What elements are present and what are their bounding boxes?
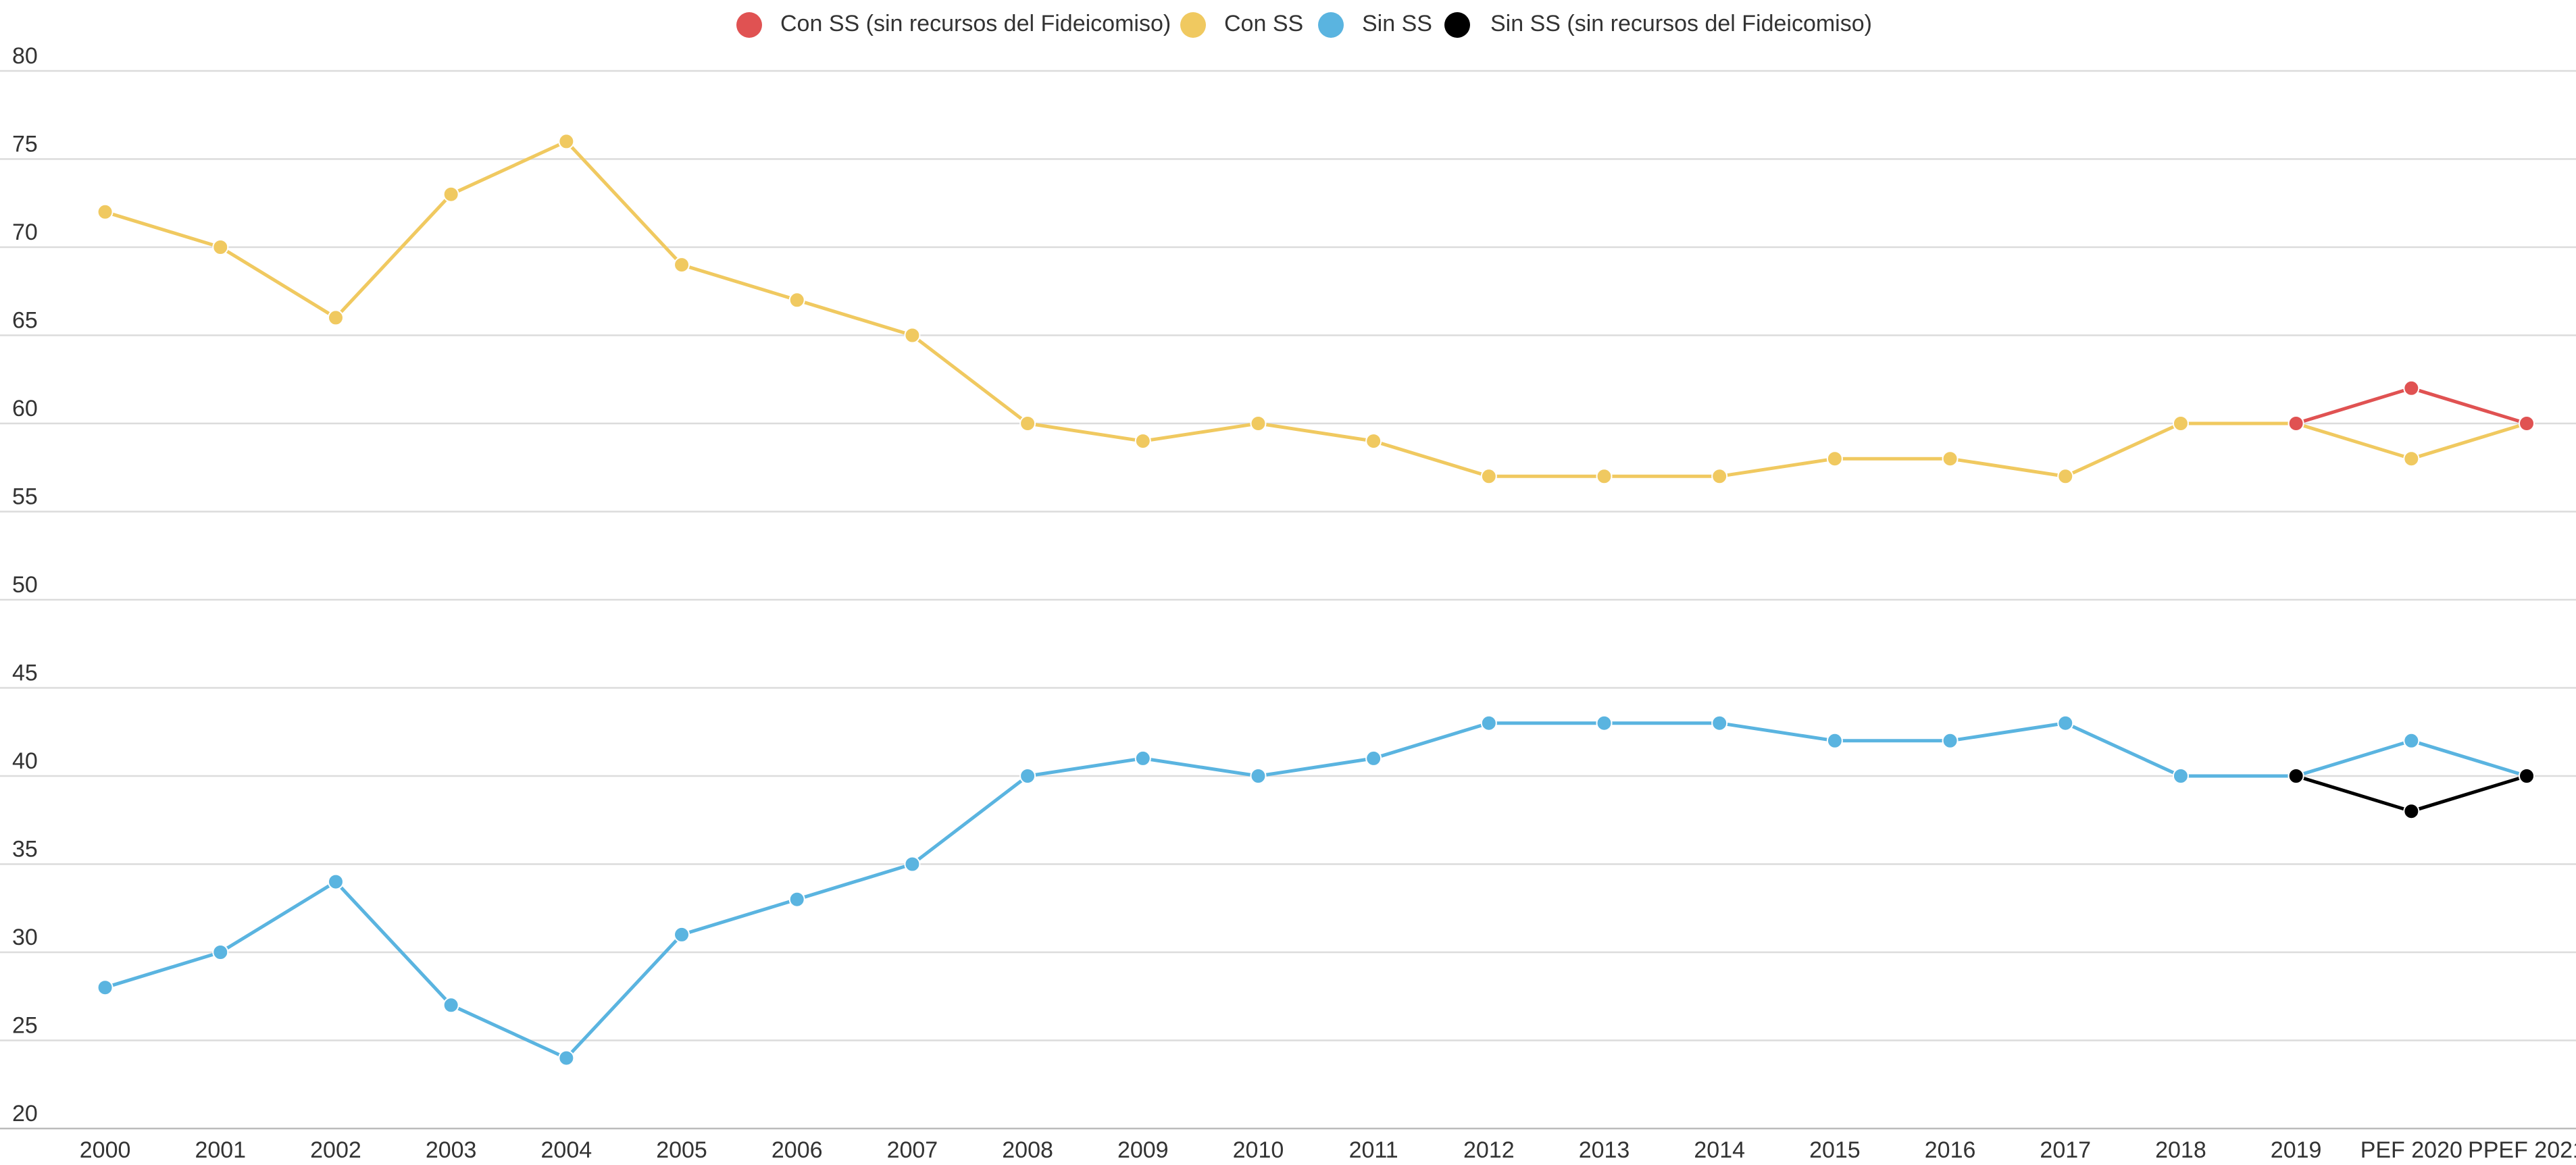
x-tick-label: PPEF 2021 (2468, 1137, 2576, 1163)
x-tick-label: 2010 (1233, 1137, 1284, 1163)
data-point (1711, 468, 1728, 485)
y-tick-label: 80 (12, 43, 38, 69)
data-point (443, 186, 459, 203)
x-tick-label: 2011 (1349, 1137, 1398, 1163)
data-point (1711, 715, 1728, 731)
data-point (1019, 415, 1036, 432)
data-point (1019, 768, 1036, 784)
y-tick-label: 50 (12, 572, 38, 598)
data-point (2288, 768, 2304, 784)
legend-marker (1318, 12, 1344, 38)
data-point (1596, 468, 1613, 485)
legend-marker (736, 12, 762, 38)
data-point (904, 327, 921, 344)
legend-marker (1180, 12, 1206, 38)
y-tick-label: 35 (12, 836, 38, 862)
y-tick-label: 45 (12, 660, 38, 685)
data-point (1365, 433, 1382, 450)
data-point (558, 133, 575, 150)
data-point (1134, 433, 1151, 450)
data-point (1250, 768, 1267, 784)
x-tick-label: 2012 (1463, 1137, 1515, 1163)
data-point (327, 309, 344, 326)
data-point (674, 926, 690, 943)
data-point (1942, 732, 1959, 749)
x-tick-label: 2015 (1809, 1137, 1861, 1163)
x-tick-label: 2003 (426, 1137, 477, 1163)
x-tick-label: 2019 (2271, 1137, 2322, 1163)
data-point (97, 203, 113, 220)
data-point (1826, 450, 1843, 467)
data-point (674, 257, 690, 274)
data-point (1826, 732, 1843, 749)
x-tick-label: 2009 (1117, 1137, 1169, 1163)
legend-label: Sin SS (sin recursos del Fideicomiso) (1490, 11, 1872, 36)
data-point (1250, 415, 1267, 432)
data-point (2403, 803, 2420, 820)
y-tick-label: 30 (12, 925, 38, 950)
x-tick-label: 2004 (541, 1137, 592, 1163)
x-tick-label: 2014 (1694, 1137, 1745, 1163)
data-point (1480, 715, 1497, 731)
legend-marker (1444, 12, 1470, 38)
y-tick-label: 75 (12, 131, 38, 157)
data-point (1365, 750, 1382, 767)
x-tick-label: 2000 (80, 1137, 131, 1163)
x-tick-label: 2005 (656, 1137, 707, 1163)
x-tick-label: PEF 2020 (2360, 1137, 2463, 1163)
legend-label: Con SS (sin recursos del Fideicomiso) (780, 11, 1171, 36)
data-point (788, 891, 805, 908)
data-point (443, 997, 459, 1014)
data-point (904, 856, 921, 873)
data-point (327, 873, 344, 890)
data-point (212, 944, 229, 960)
data-point (1134, 750, 1151, 767)
x-tick-label: 2007 (887, 1137, 938, 1163)
x-tick-label: 2001 (195, 1137, 246, 1163)
x-tick-label: 2002 (310, 1137, 361, 1163)
y-tick-label: 40 (12, 748, 38, 774)
data-point (2403, 450, 2420, 467)
data-point (2288, 415, 2304, 432)
x-tick-label: 2008 (1002, 1137, 1053, 1163)
legend-label: Sin SS (1362, 11, 1432, 36)
y-tick-label: 25 (12, 1012, 38, 1038)
y-tick-label: 70 (12, 219, 38, 245)
y-tick-label: 60 (12, 396, 38, 421)
data-point (2403, 732, 2420, 749)
legend-label: Con SS (1224, 11, 1303, 36)
data-point (2519, 415, 2535, 432)
y-tick-label: 55 (12, 484, 38, 509)
x-tick-label: 2017 (2040, 1137, 2091, 1163)
data-point (2057, 715, 2074, 731)
data-point (788, 292, 805, 309)
data-point (1596, 715, 1613, 731)
data-point (2057, 468, 2074, 485)
data-point (212, 239, 229, 255)
y-tick-label: 20 (12, 1101, 38, 1127)
x-tick-label: 2006 (772, 1137, 823, 1163)
series-line (104, 721, 2527, 1060)
y-tick-label: 65 (12, 307, 38, 333)
data-point (558, 1050, 575, 1066)
x-tick-label: 2013 (1579, 1137, 1630, 1163)
data-point (1942, 450, 1959, 467)
data-point (2519, 768, 2535, 784)
data-point (1480, 468, 1497, 485)
data-point (2403, 380, 2420, 396)
data-point (2172, 768, 2189, 784)
data-point (97, 979, 113, 996)
x-tick-label: 2018 (2155, 1137, 2206, 1163)
series-line (104, 139, 2527, 478)
data-point (2172, 415, 2189, 432)
x-tick-label: 2016 (1925, 1137, 1976, 1163)
